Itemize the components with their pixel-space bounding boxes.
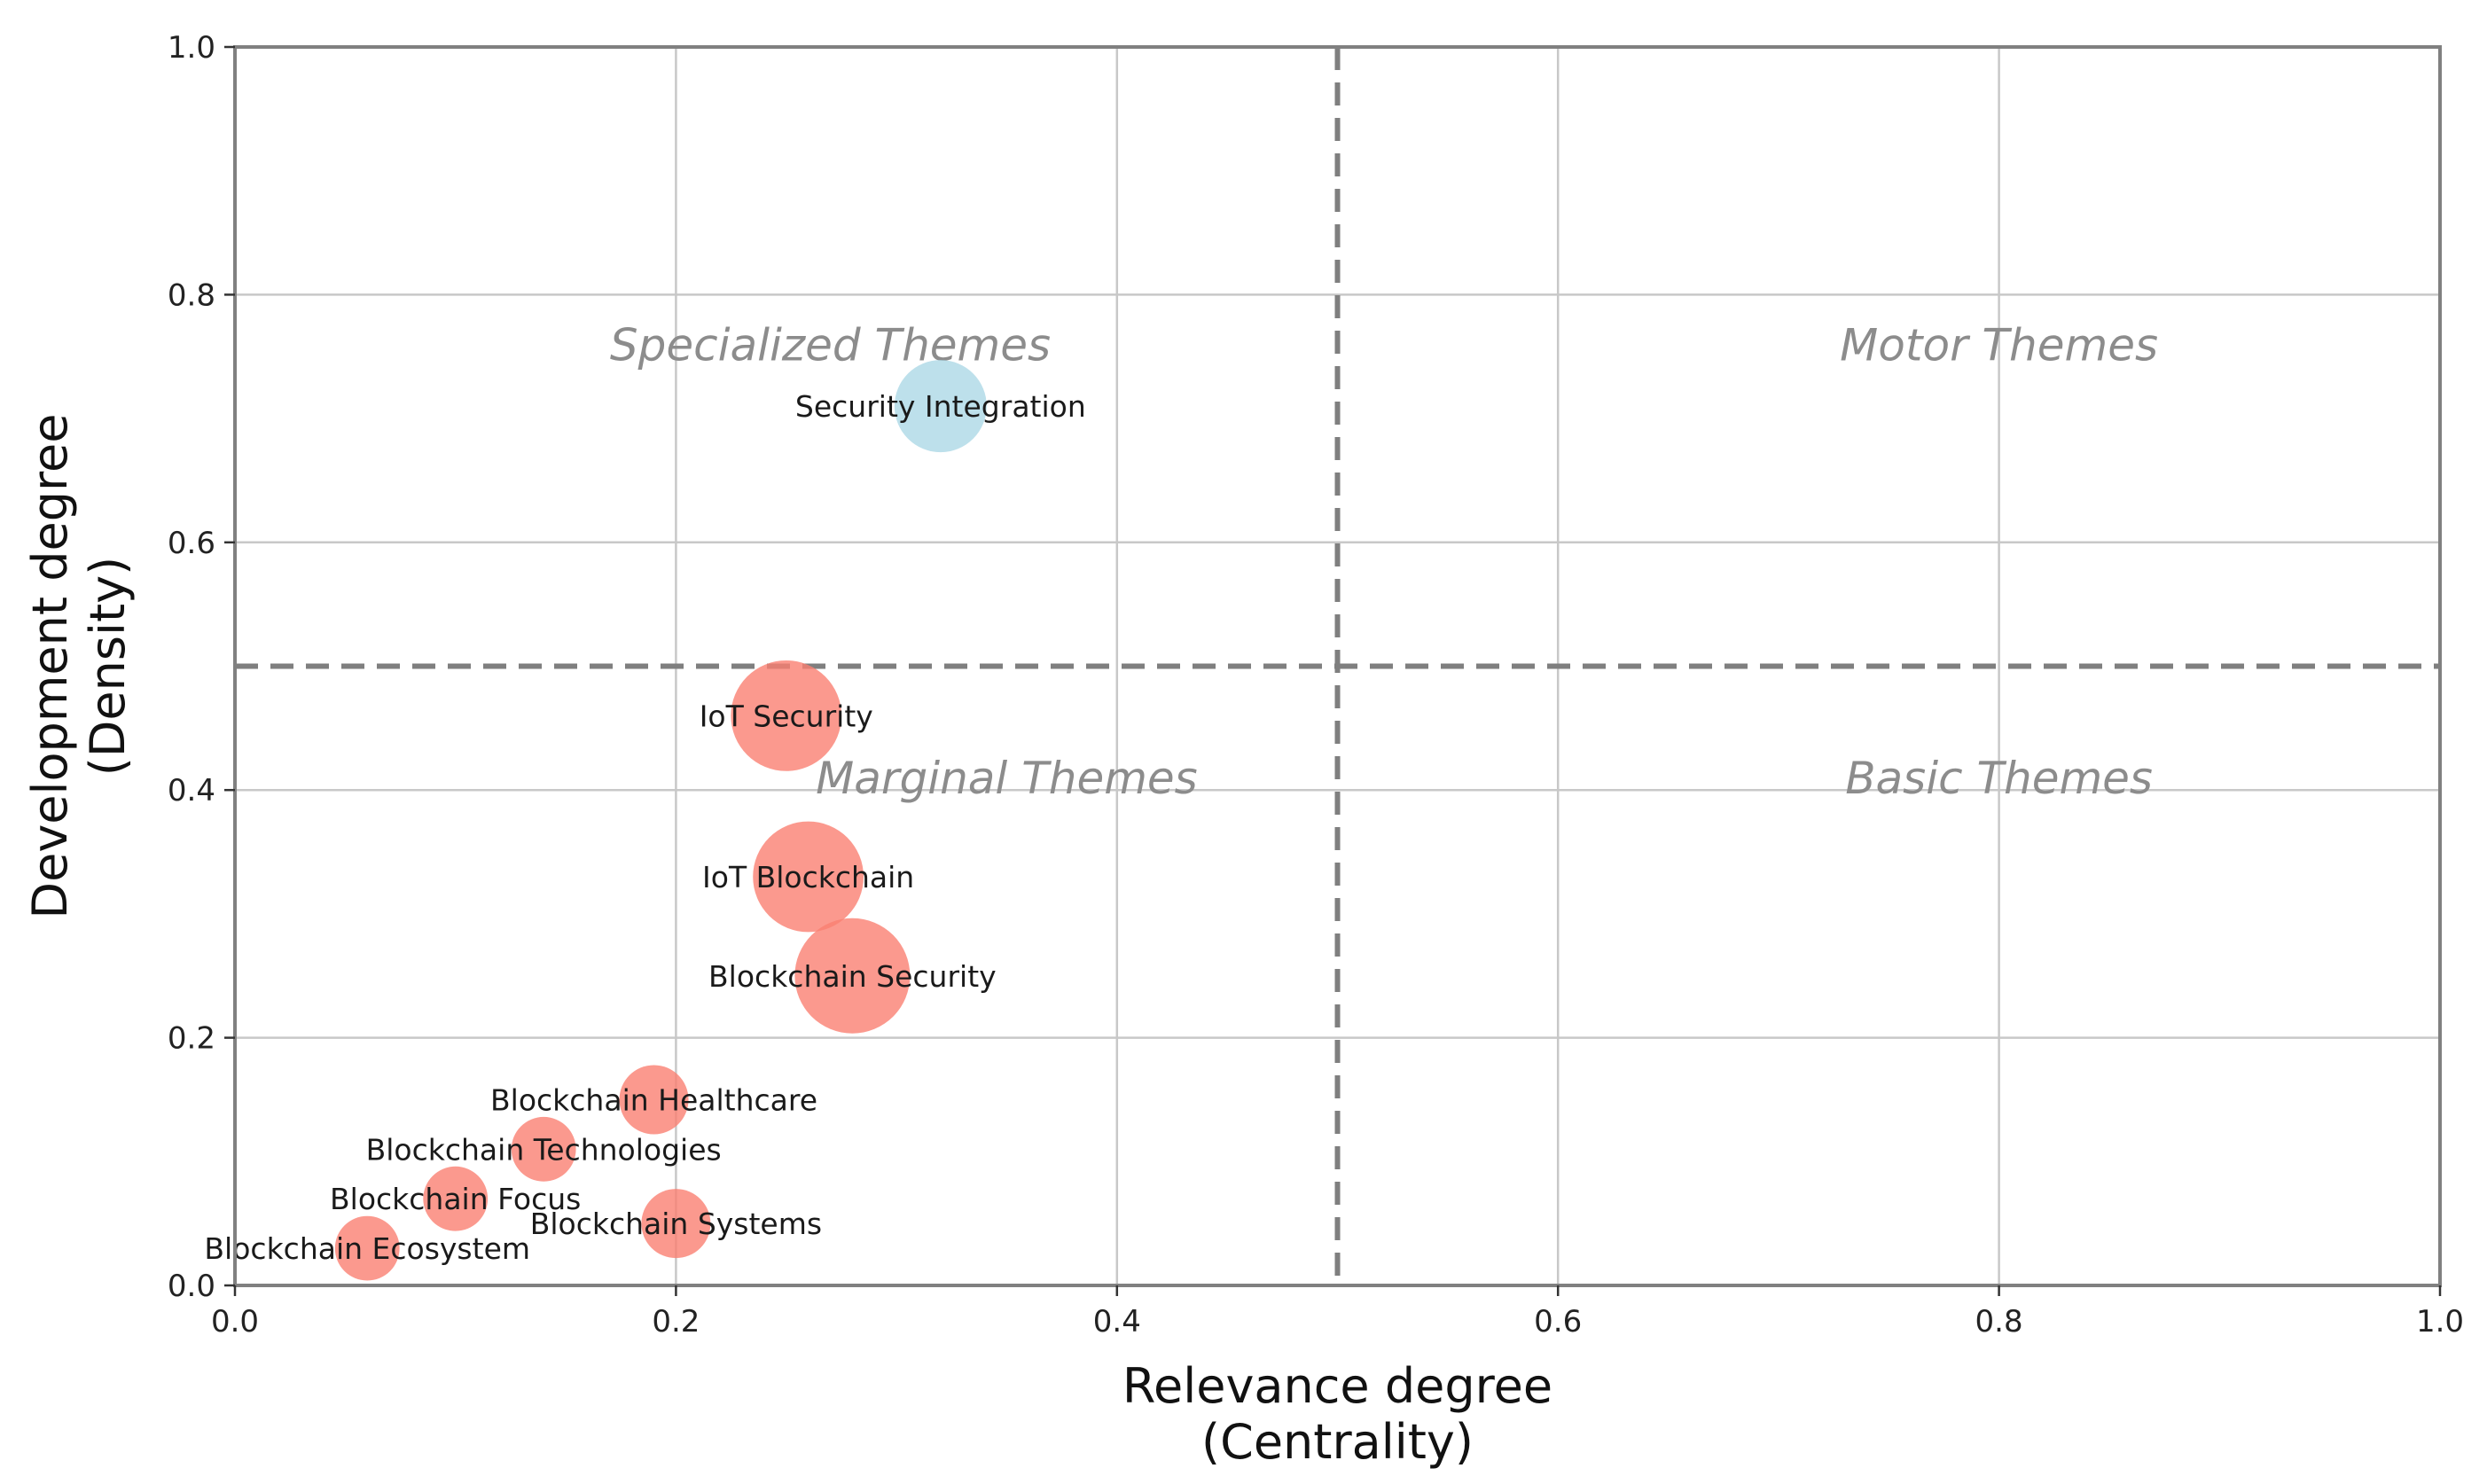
bubble-point (423, 1166, 489, 1231)
x-axis-title-line-2: (Centrality) (1201, 1414, 1474, 1470)
bubble-label: IoT Blockchain (702, 860, 914, 894)
y-tick-label: 0.8 (168, 277, 215, 313)
x-axis-title-line-1: Relevance degree (1122, 1358, 1552, 1414)
y-axis-title-line-2: (Density) (80, 557, 136, 776)
y-axis-ticks: 0.0 0.2 0.4 0.6 0.8 1.0 (168, 30, 235, 1304)
bubble-label: IoT Security (700, 699, 873, 733)
bubble-label: Blockchain Systems (530, 1207, 822, 1241)
bubble-point (619, 1065, 689, 1135)
quadrant-label: Basic Themes (1845, 753, 2153, 804)
quadrant-dividers (235, 47, 2440, 1285)
bubble-label: Security Integration (795, 389, 1086, 424)
y-tick-label: 0.2 (168, 1021, 215, 1057)
point-labels: Security Integration IoT Security IoT Bloc… (204, 389, 1085, 1266)
x-axis-ticks: 0.0 0.2 0.4 0.6 0.8 1.0 (211, 1285, 2464, 1340)
bubble-point (894, 360, 987, 453)
bubble-label: Blockchain Security (708, 959, 997, 994)
bubble-label: Blockchain Technologies (366, 1132, 722, 1167)
y-tick-label: 1.0 (168, 30, 215, 66)
plot-frame (233, 45, 2442, 1287)
bubble-point (511, 1116, 576, 1182)
quadrant-label: Specialized Themes (610, 319, 1051, 371)
quadrant-label: Motor Themes (1840, 319, 2158, 371)
y-tick-label: 0.4 (168, 773, 215, 808)
bubble-label: Blockchain Ecosystem (204, 1231, 530, 1266)
quadrant-label: Marginal Themes (816, 753, 1198, 804)
data-points (334, 360, 987, 1281)
x-tick-label: 0.8 (1975, 1304, 2023, 1340)
bubble-label: Blockchain Focus (330, 1182, 581, 1216)
bubble-point (753, 821, 864, 933)
x-tick-label: 0.2 (652, 1304, 700, 1340)
bubble-point (334, 1215, 400, 1281)
bubble-label: Blockchain Healthcare (490, 1082, 817, 1117)
x-tick-label: 0.0 (211, 1304, 259, 1340)
y-tick-label: 0.6 (168, 526, 215, 561)
bubble-point (794, 918, 911, 1034)
y-tick-label: 0.0 (168, 1269, 215, 1304)
quadrant-labels: Specialized Themes Motor Themes Marginal T… (610, 319, 2158, 804)
x-tick-label: 0.6 (1534, 1304, 1582, 1340)
bubble-point (641, 1189, 711, 1259)
bubble-point (731, 660, 842, 771)
x-tick-label: 0.4 (1093, 1304, 1141, 1340)
x-tick-label: 1.0 (2416, 1304, 2464, 1340)
y-axis-title-line-1: Development degree (22, 414, 78, 919)
